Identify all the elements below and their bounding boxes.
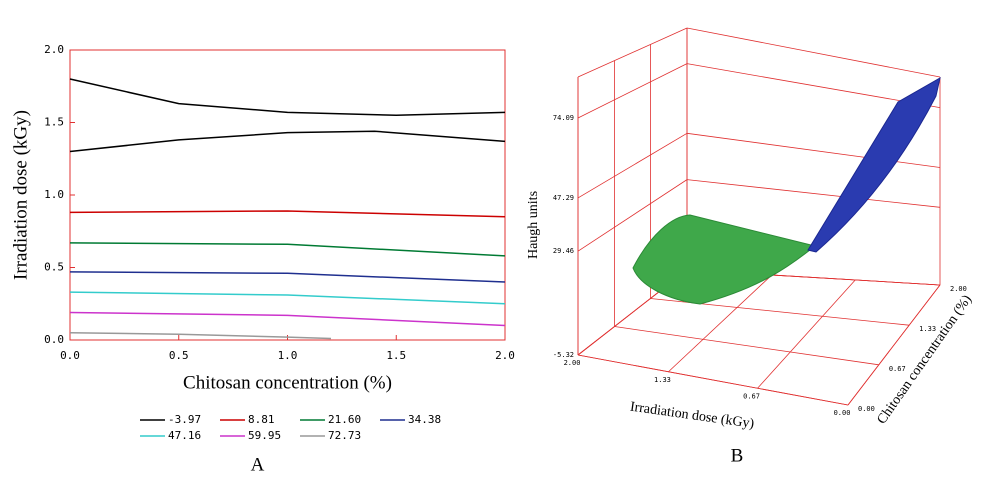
y-tick-label: 2.00	[950, 285, 967, 293]
y-tick-label: 1.0	[44, 188, 64, 201]
x-axis-title: Chitosan concentration (%)	[183, 372, 392, 393]
legend-label: 59.95	[248, 429, 281, 442]
x-tick-label: 0.67	[743, 392, 760, 400]
contour-line	[69, 332, 332, 340]
x-tick-label: 0.0	[60, 349, 80, 362]
y-tick-label: 0.0	[44, 333, 64, 346]
legend-label: 34.38	[408, 413, 441, 426]
y-axis-title: Chitosan concentration (%)	[874, 292, 975, 427]
surface-low	[632, 214, 817, 305]
grid-line	[577, 179, 688, 252]
y-axis-title: Irradiation dose (kGy)	[10, 110, 31, 280]
grid-line	[686, 179, 941, 208]
grid-line	[614, 326, 879, 366]
legend-label: 72.73	[328, 429, 361, 442]
y-tick-label: 1.5	[44, 116, 64, 129]
x-tick-label: 0.5	[169, 349, 189, 362]
contour-line	[69, 78, 506, 153]
box-edge	[577, 27, 688, 78]
grid-line	[577, 354, 849, 406]
legend-label: 8.81	[248, 413, 275, 426]
grid-line	[668, 274, 773, 373]
box-edge	[686, 27, 941, 78]
panel-label: B	[731, 445, 744, 466]
grid-line	[577, 63, 688, 119]
y-tick-label: 0.00	[858, 405, 875, 413]
y-tick-label: 0.67	[889, 365, 906, 373]
grid-line	[577, 132, 688, 199]
z-tick-label: 29.46	[553, 247, 574, 255]
x-tick-label: 1.0	[278, 349, 298, 362]
x-tick-label: 2.0	[495, 349, 515, 362]
z-tick-label: 74.09	[553, 114, 574, 122]
grid-line	[757, 279, 856, 389]
x-tick-label: 1.33	[654, 376, 671, 384]
y-tick-label: 2.0	[44, 43, 64, 56]
contour-line	[69, 271, 506, 283]
z-axis-title: Haugh units	[526, 191, 541, 259]
x-tick-label: 1.5	[386, 349, 406, 362]
contour-line	[69, 210, 506, 218]
legend-label: -3.97	[168, 413, 201, 426]
x-tick-label: 2.00	[564, 359, 581, 367]
axes-3d	[577, 27, 941, 406]
x-axis-title: Irradiation dose (kGy)	[629, 400, 755, 432]
panel-label: A	[251, 454, 265, 475]
grid-line	[847, 284, 941, 406]
z-tick-label: 47.29	[553, 194, 574, 202]
surface-high	[807, 77, 941, 253]
legend-label: 21.60	[328, 413, 361, 426]
y-tick-label: 1.33	[919, 325, 936, 333]
grid-line	[686, 132, 941, 168]
legend-label: 47.16	[168, 429, 201, 442]
contour-line	[69, 242, 506, 257]
contour-line	[69, 311, 506, 327]
contour-line	[69, 291, 506, 305]
z-tick-label: -5.32	[553, 351, 574, 359]
y-tick-label: 0.5	[44, 261, 64, 274]
x-tick-label: 0.00	[834, 409, 851, 417]
grid-line	[686, 63, 941, 109]
